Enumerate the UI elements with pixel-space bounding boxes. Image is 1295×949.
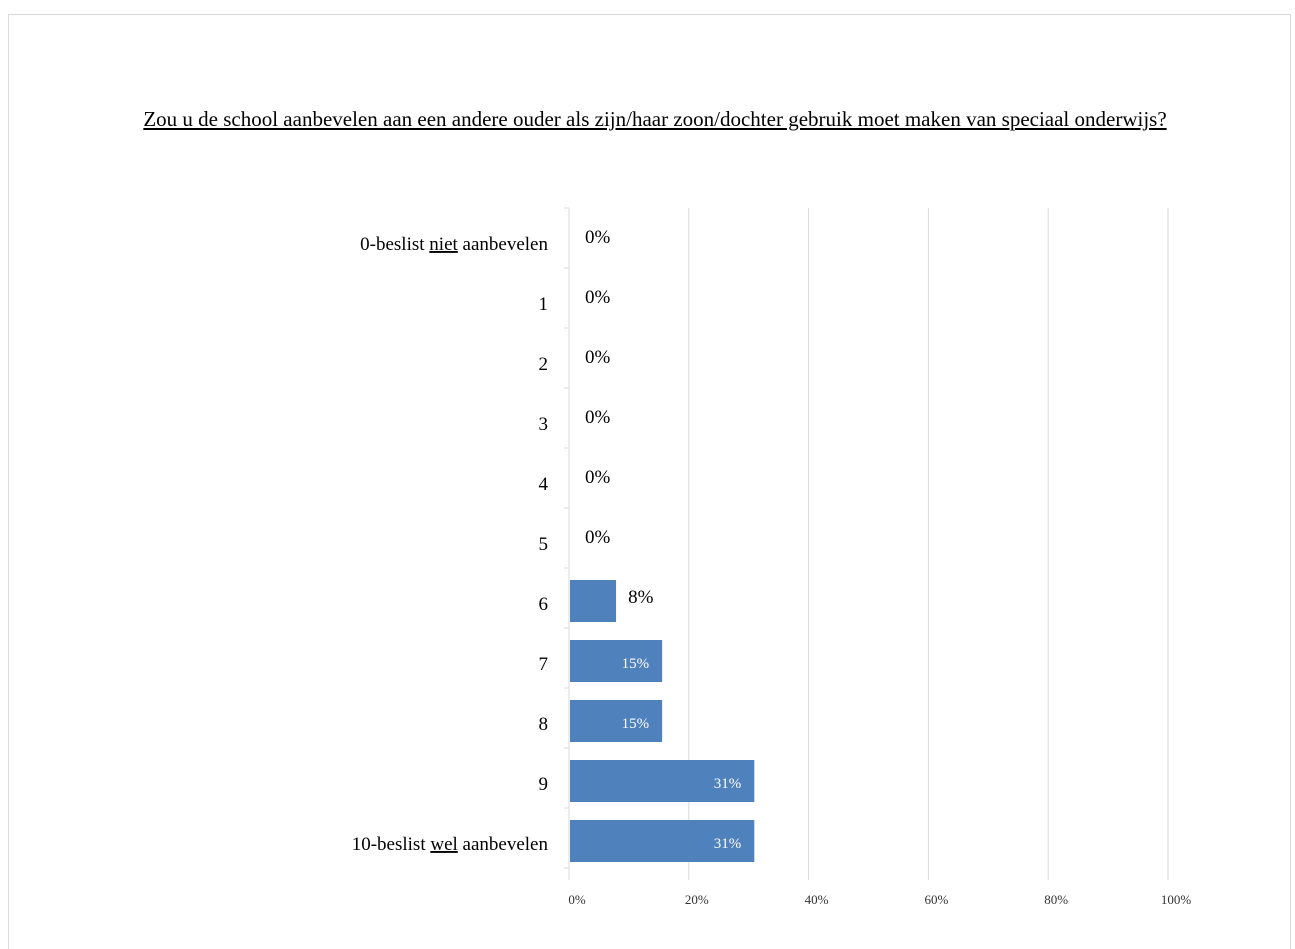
category-label: 7 — [539, 654, 549, 675]
category-label: 5 — [539, 534, 549, 555]
x-tick-label: 60% — [924, 892, 948, 907]
data-label: 31% — [714, 836, 742, 852]
chart-title: Zou u de school aanbevelen aan een ander… — [143, 107, 1167, 131]
data-label: 15% — [622, 716, 650, 732]
data-label: 0% — [585, 227, 611, 248]
bar — [570, 640, 663, 682]
bar — [570, 700, 663, 742]
x-tick-label: 80% — [1044, 892, 1068, 907]
x-tick-label: 0% — [568, 892, 586, 907]
bar — [570, 820, 755, 862]
category-label: 3 — [539, 414, 549, 435]
category-label: 1 — [539, 294, 549, 315]
data-label: 0% — [585, 347, 611, 368]
data-label: 31% — [714, 776, 742, 792]
category-label: 4 — [539, 474, 549, 495]
category-label: 8 — [539, 714, 549, 735]
bar — [570, 760, 755, 802]
category-label: 6 — [539, 594, 549, 615]
bar — [570, 580, 617, 622]
x-tick-label: 20% — [685, 892, 709, 907]
data-label: 8% — [628, 587, 654, 608]
data-label: 15% — [622, 656, 650, 672]
chart-frame — [8, 14, 1291, 949]
data-label: 0% — [585, 527, 611, 548]
category-label: 0-beslist niet aanbevelen — [360, 234, 548, 255]
data-label: 0% — [585, 287, 611, 308]
category-label: 10-beslist wel aanbevelen — [352, 834, 549, 855]
category-label: 9 — [539, 774, 549, 795]
data-label: 0% — [585, 467, 611, 488]
data-label: 0% — [585, 407, 611, 428]
x-tick-label: 40% — [805, 892, 829, 907]
category-label: 2 — [539, 354, 549, 375]
x-tick-label: 100% — [1161, 892, 1192, 907]
